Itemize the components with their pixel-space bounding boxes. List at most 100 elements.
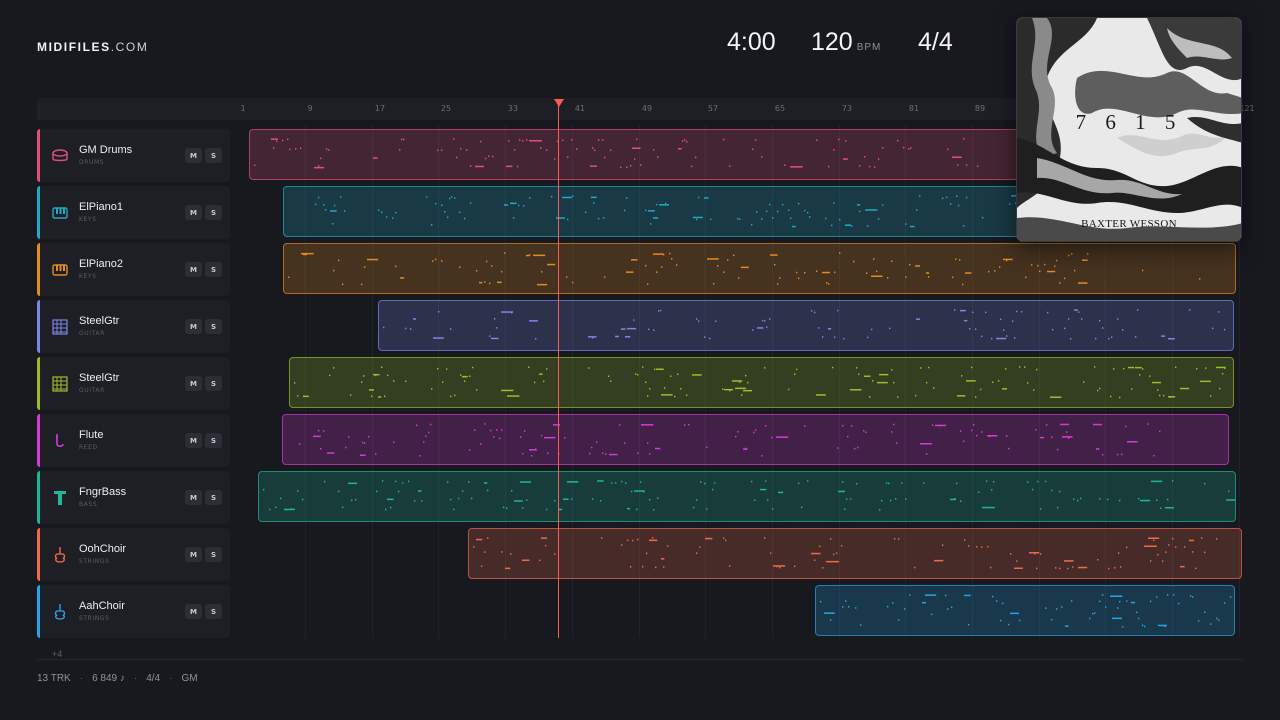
track-name: SteelGtr bbox=[79, 372, 120, 384]
track-color-bar bbox=[37, 528, 40, 581]
track-category: KEYS bbox=[79, 273, 97, 280]
track-header[interactable]: FngrBass BASS M S bbox=[37, 471, 230, 524]
track-category: STRINGS bbox=[79, 558, 110, 565]
footer-meter: 4/4 bbox=[146, 673, 161, 684]
track-name: Flute bbox=[79, 429, 104, 441]
ruler-tick: 121 bbox=[1239, 104, 1255, 113]
grid-line bbox=[438, 125, 439, 638]
solo-button[interactable]: S bbox=[205, 319, 222, 334]
ruler-tick: 25 bbox=[440, 104, 452, 113]
ruler-tick: 49 bbox=[641, 104, 653, 113]
grid-line bbox=[705, 125, 706, 638]
note-pattern bbox=[288, 252, 1201, 286]
solo-button[interactable]: S bbox=[205, 205, 222, 220]
bass-icon bbox=[51, 489, 69, 507]
midi-clip[interactable] bbox=[468, 528, 1242, 579]
album-cover: 7 6 1 5 BAXTER WESSON bbox=[1016, 17, 1242, 242]
grid-line bbox=[372, 125, 373, 638]
meter-value: 4/4 bbox=[918, 28, 953, 56]
ruler-tick: 1 bbox=[240, 104, 246, 113]
ruler-tick: 9 bbox=[307, 104, 313, 113]
grid-line bbox=[905, 125, 906, 638]
track-category: STRINGS bbox=[79, 615, 110, 622]
keyboard-icon bbox=[51, 261, 69, 279]
midi-clip[interactable] bbox=[283, 243, 1236, 294]
note-pattern bbox=[254, 138, 1233, 169]
mute-button[interactable]: M bbox=[185, 262, 202, 277]
note-pattern bbox=[820, 594, 1232, 628]
midi-clip[interactable] bbox=[282, 414, 1229, 465]
grid-line bbox=[505, 125, 506, 638]
track-color-bar bbox=[37, 585, 40, 638]
fretboard-icon bbox=[51, 318, 69, 336]
note-pattern bbox=[383, 309, 1226, 340]
footer-divider bbox=[37, 659, 1243, 660]
mute-button[interactable]: M bbox=[185, 433, 202, 448]
mute-button[interactable]: M bbox=[185, 205, 202, 220]
mute-button[interactable]: M bbox=[185, 604, 202, 619]
track-header[interactable]: ElPiano2 KEYS M S bbox=[37, 243, 230, 296]
track-count: 13 TRK bbox=[37, 673, 71, 684]
violin-icon bbox=[51, 546, 69, 564]
track-category: GUITAR bbox=[79, 330, 105, 337]
tempo-display: 120 BPM bbox=[811, 28, 881, 58]
track-header[interactable]: ElPiano1 KEYS M S bbox=[37, 186, 230, 239]
solo-button[interactable]: S bbox=[205, 433, 222, 448]
track-category: BASS bbox=[79, 501, 98, 508]
mute-button[interactable]: M bbox=[185, 547, 202, 562]
solo-button[interactable]: S bbox=[205, 604, 222, 619]
track-name: ElPiano1 bbox=[79, 201, 124, 213]
solo-button[interactable]: S bbox=[205, 547, 222, 562]
midi-standard: GM bbox=[181, 673, 198, 684]
track-header[interactable]: Flute REED M S bbox=[37, 414, 230, 467]
solo-button[interactable]: S bbox=[205, 490, 222, 505]
note-pattern bbox=[473, 537, 1218, 570]
mute-button[interactable]: M bbox=[185, 376, 202, 391]
solo-button[interactable]: S bbox=[205, 262, 222, 277]
time-value: 4:00 bbox=[727, 28, 776, 56]
midi-clip[interactable] bbox=[815, 585, 1235, 636]
solo-button[interactable]: S bbox=[205, 148, 222, 163]
brand-domain: .COM bbox=[110, 40, 149, 54]
ruler-tick: 73 bbox=[841, 104, 853, 113]
solo-button[interactable]: S bbox=[205, 376, 222, 391]
violin-icon bbox=[51, 603, 69, 621]
track-category: KEYS bbox=[79, 216, 97, 223]
ruler-tick: 81 bbox=[908, 104, 920, 113]
track-header[interactable]: GM Drums DRUMS M S bbox=[37, 129, 230, 182]
track-header[interactable]: OohChoir STRINGS M S bbox=[37, 528, 230, 581]
brand-name: MIDIFILES bbox=[37, 40, 111, 54]
grid-line bbox=[305, 125, 306, 638]
midi-clip[interactable] bbox=[258, 471, 1236, 522]
track-header[interactable]: SteelGtr GUITAR M S bbox=[37, 300, 230, 353]
brand-logo[interactable]: MIDIFILES.COM bbox=[37, 40, 148, 54]
ruler-tick: 33 bbox=[507, 104, 519, 113]
tempo-value: 120 bbox=[811, 28, 853, 56]
flute-icon bbox=[51, 432, 69, 450]
track-header[interactable]: AahChoir STRINGS M S bbox=[37, 585, 230, 638]
bar-ruler[interactable]: 1 9 17 25 33 41 49 57 65 73 81 89 121 bbox=[37, 98, 1255, 120]
meter-display: 4/4 bbox=[918, 28, 953, 58]
status-bar: 13 TRK · 6 849 ♪ · 4/4 · GM bbox=[37, 673, 198, 684]
track-color-bar bbox=[37, 186, 40, 239]
track-header[interactable]: SteelGtr GUITAR M S bbox=[37, 357, 230, 410]
mute-button[interactable]: M bbox=[185, 490, 202, 505]
marble-artwork bbox=[1017, 18, 1241, 241]
fretboard-icon bbox=[51, 375, 69, 393]
midi-clip[interactable] bbox=[378, 300, 1234, 351]
mute-button[interactable]: M bbox=[185, 148, 202, 163]
note-count: 6 849 ♪ bbox=[92, 673, 125, 684]
track-name: SteelGtr bbox=[79, 315, 120, 327]
track-name: OohChoir bbox=[79, 543, 127, 555]
album-title: 7 6 1 5 bbox=[1075, 110, 1183, 134]
more-tracks-label[interactable]: +4 bbox=[52, 649, 63, 659]
mute-button[interactable]: M bbox=[185, 319, 202, 334]
track-category: GUITAR bbox=[79, 387, 105, 394]
playhead[interactable] bbox=[558, 100, 559, 638]
ruler-tick: 41 bbox=[574, 104, 586, 113]
playhead-handle[interactable] bbox=[554, 99, 564, 107]
track-color-bar bbox=[37, 357, 40, 410]
album-artist: BAXTER WESSON bbox=[1081, 218, 1177, 230]
track-category: REED bbox=[79, 444, 98, 451]
midi-clip[interactable] bbox=[289, 357, 1234, 408]
